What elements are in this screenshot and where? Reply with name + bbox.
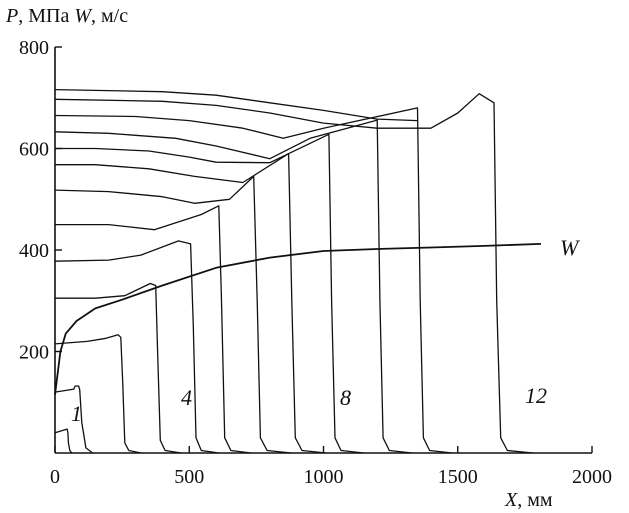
series-line-2 [54, 334, 142, 454]
series-w [54, 243, 542, 395]
series-12 [54, 93, 533, 454]
series-line-4 [54, 240, 219, 454]
curves [54, 88, 542, 454]
axes: 0 500 1000 1500 2000 200 400 600 800 [19, 37, 612, 488]
series-line-12 [54, 88, 418, 122]
curve-label-12: 12 [525, 383, 547, 408]
series-8 [55, 152, 327, 454]
series-line-10 [54, 107, 453, 454]
curve-label-w: W [560, 235, 580, 260]
y-tick-label-200: 200 [19, 342, 49, 364]
y-tick-label-600: 600 [19, 139, 49, 161]
series-line-5 [55, 205, 252, 454]
y-axis-title: P, МПа W, м/с [5, 5, 128, 27]
x-tick-label-500: 500 [174, 466, 204, 488]
curve-label-1: 1 [71, 401, 82, 426]
curve-label-8: 8 [340, 385, 351, 410]
x-tick-label-2000: 2000 [572, 466, 612, 488]
series-line-6 [54, 175, 292, 454]
x-tick-label-1000: 1000 [304, 466, 344, 488]
series-line-8 [55, 133, 364, 454]
x-tick-label-0: 0 [50, 466, 60, 488]
x-tick-label-1500: 1500 [438, 466, 478, 488]
curve-label-4: 4 [181, 385, 192, 410]
series-1 [54, 428, 73, 454]
x-axis-title: X, мм [504, 489, 553, 511]
y-tick-label-800: 800 [19, 37, 49, 59]
series-line-9 [54, 119, 413, 454]
y-tick-label-400: 400 [19, 240, 49, 262]
labels: P, МПа W, м/с X, мм 1 4 8 12 W [5, 5, 580, 511]
series-4 [55, 282, 182, 454]
series-line-1 [54, 385, 93, 454]
